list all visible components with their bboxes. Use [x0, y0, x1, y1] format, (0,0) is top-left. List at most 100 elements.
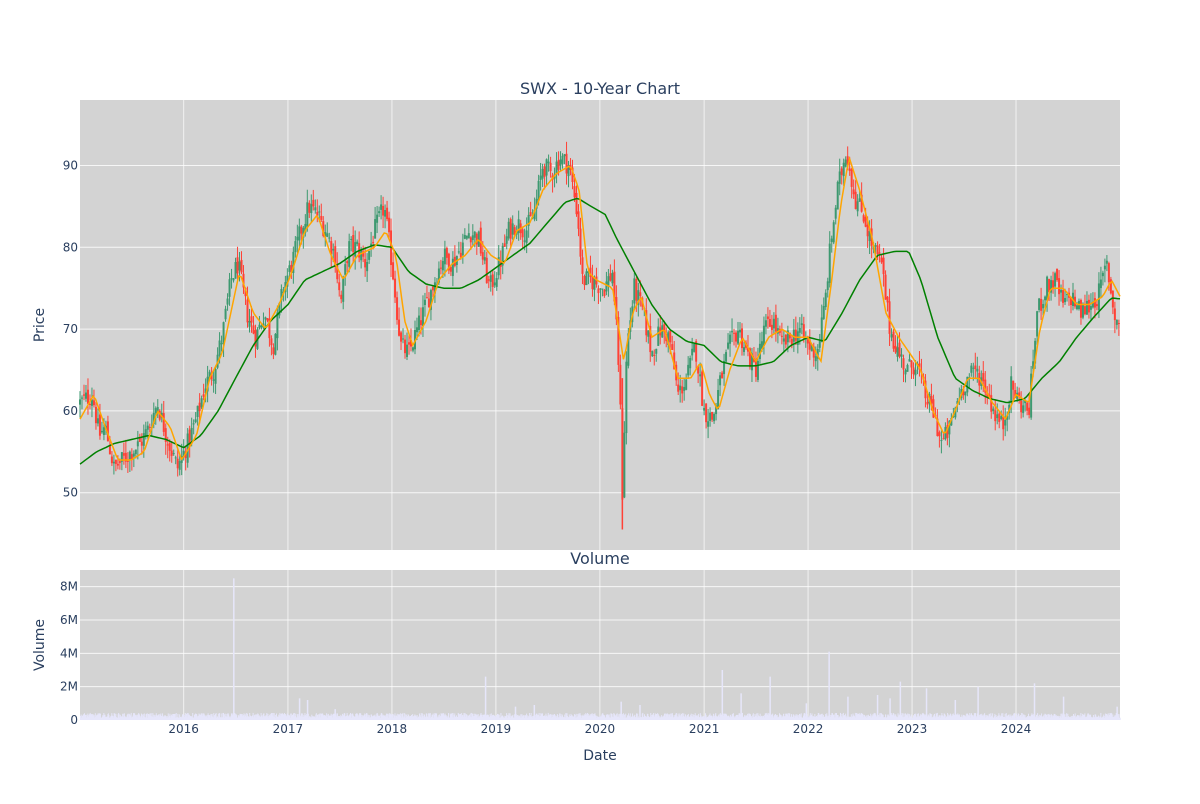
volume-bar: [643, 716, 645, 720]
candle-body: [517, 219, 520, 234]
volume-bar: [507, 715, 509, 720]
candle-body: [637, 290, 640, 305]
volume-bar: [600, 716, 602, 720]
candle-body: [735, 332, 738, 342]
volume-bar: [363, 714, 365, 720]
volume-bar: [561, 714, 563, 720]
volume-bar: [1014, 713, 1016, 720]
volume-bar: [700, 717, 702, 720]
candle-body: [681, 386, 684, 394]
candle-body: [1032, 361, 1035, 369]
volume-bar: [1033, 683, 1036, 720]
volume-bar: [402, 712, 404, 720]
volume-bar: [608, 714, 610, 720]
volume-y-axis-title: Volume: [32, 619, 48, 671]
volume-bar: [809, 715, 811, 720]
volume-bar: [691, 716, 693, 720]
volume-bar: [550, 714, 552, 720]
volume-bar: [400, 713, 402, 720]
volume-bar: [217, 713, 219, 720]
volume-bar: [1020, 717, 1022, 720]
volume-bar: [971, 714, 973, 720]
volume-bar: [706, 716, 708, 720]
volume-bar: [784, 713, 786, 720]
candle-body: [258, 324, 261, 329]
volume-bar: [813, 716, 815, 720]
candle-body: [306, 202, 309, 227]
volume-bar: [127, 717, 129, 720]
volume-bar: [1038, 714, 1040, 720]
volume-bar: [593, 716, 595, 720]
volume-bar: [426, 716, 428, 720]
volume-bar: [479, 714, 481, 720]
volume-bar: [324, 715, 326, 720]
volume-bar: [796, 716, 798, 720]
volume-bar: [793, 714, 795, 720]
volume-bar: [215, 714, 217, 720]
candle-body: [994, 410, 997, 422]
volume-bar: [151, 716, 153, 720]
volume-bar: [287, 713, 289, 720]
volume-bar: [305, 715, 307, 720]
volume-bar: [459, 713, 461, 720]
volume-bar: [902, 717, 904, 720]
volume-bar: [162, 713, 164, 720]
volume-bar: [645, 715, 647, 720]
volume-bar: [458, 713, 460, 720]
volume-bar: [469, 714, 471, 720]
volume-bar: [1082, 713, 1084, 720]
volume-bar: [385, 713, 387, 720]
volume-bar: [985, 715, 987, 720]
volume-bar: [849, 717, 851, 720]
volume-bar: [364, 716, 366, 720]
volume-bar: [760, 716, 762, 720]
volume-bar: [907, 713, 909, 720]
candle-body: [322, 221, 325, 236]
volume-bar: [672, 715, 674, 720]
volume-bar: [982, 715, 984, 720]
volume-bar: [670, 713, 672, 720]
volume-bar: [929, 713, 931, 720]
candle-body: [752, 357, 755, 362]
volume-bar: [327, 717, 329, 720]
volume-bar: [470, 712, 472, 720]
volume-bar: [863, 714, 865, 720]
candle-body: [264, 317, 267, 320]
volume-bar: [1079, 717, 1081, 720]
volume-bar: [790, 714, 792, 720]
volume-bar: [515, 714, 517, 720]
candle-body: [709, 412, 712, 421]
volume-bar: [595, 717, 597, 720]
volume-bar: [322, 714, 324, 720]
volume-bar: [645, 716, 647, 720]
volume-bar: [673, 717, 675, 720]
volume-bar: [678, 715, 680, 720]
candle-body: [380, 204, 383, 210]
volume-bar: [786, 714, 788, 720]
volume-bar: [278, 714, 280, 720]
volume-bar: [279, 712, 281, 720]
volume-bar: [545, 713, 547, 720]
candle-body: [386, 207, 389, 220]
candle-body: [1052, 280, 1055, 289]
candle-body: [170, 450, 173, 456]
volume-bar: [851, 717, 853, 720]
candle-body: [166, 444, 169, 446]
volume-bar: [1022, 716, 1024, 720]
volume-bar: [563, 716, 565, 720]
volume-bar: [652, 715, 654, 720]
volume-bar: [825, 715, 827, 720]
candle-body: [248, 321, 251, 327]
volume-bar: [885, 717, 887, 720]
volume-bar: [314, 716, 316, 720]
volume-bar: [339, 716, 341, 720]
candle-body: [1004, 419, 1007, 426]
volume-bar: [722, 716, 724, 720]
volume-bar: [259, 716, 261, 720]
candle-body: [910, 360, 913, 368]
volume-bar: [719, 716, 721, 720]
volume-bar: [567, 716, 569, 720]
volume-bar: [671, 713, 673, 720]
candle-body: [559, 159, 562, 166]
candle-body: [1002, 416, 1005, 430]
